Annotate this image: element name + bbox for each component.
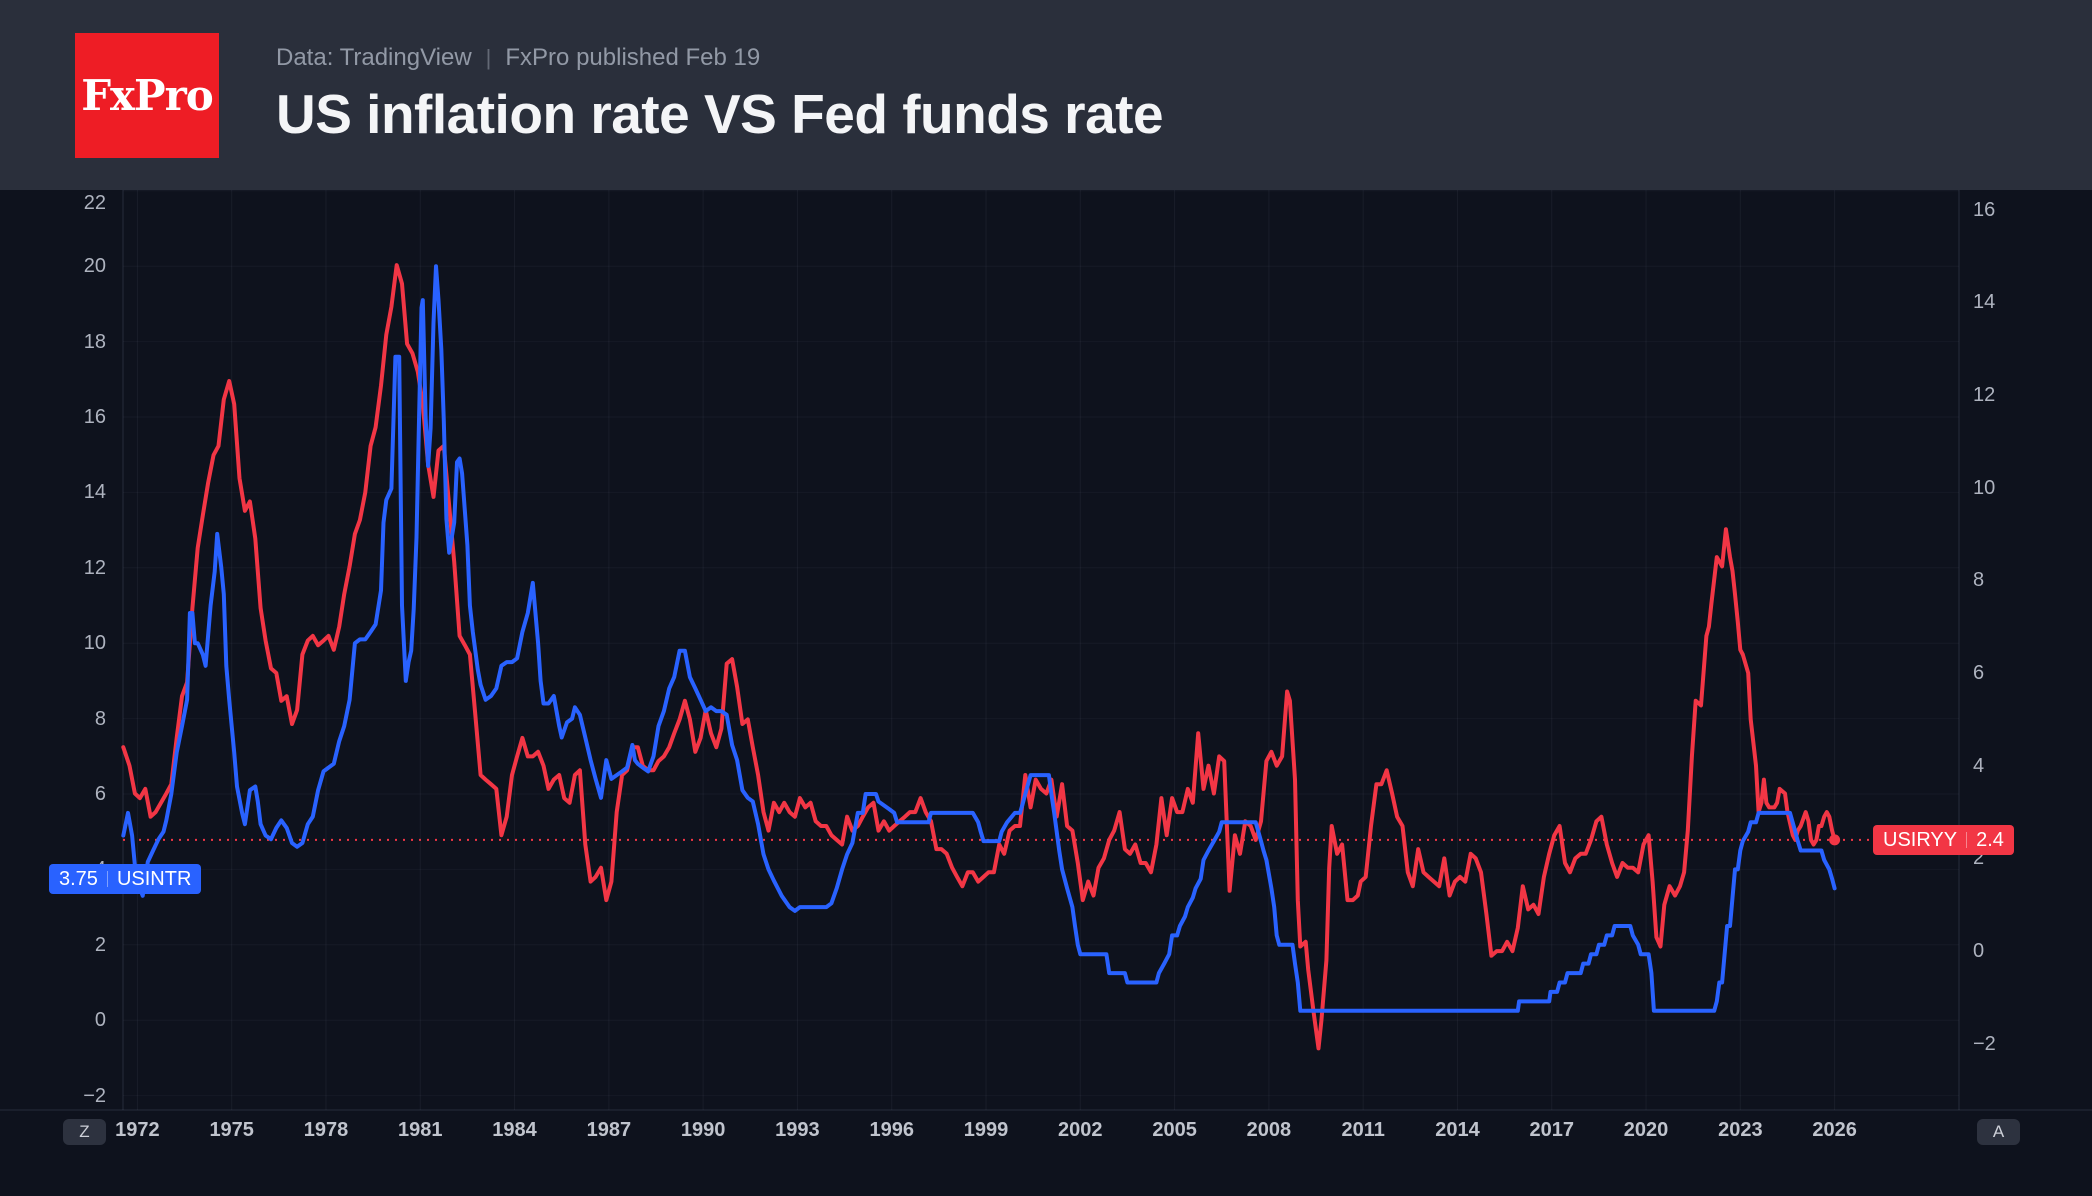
time-axis[interactable]: 1972 1975 1978 1981 1984 1987 1990 1993 1996 1999…: [0, 1110, 2092, 1196]
time-axis-tick: 1999: [963, 1119, 1009, 1141]
published-label: FxPro published Feb 19: [505, 43, 761, 71]
data-source-label: Data: TradingView: [276, 43, 472, 71]
usiryy-last-point: [1829, 834, 1841, 846]
left-axis-tick: 20: [83, 255, 106, 278]
right-axis-tick: 12: [1973, 383, 1996, 406]
left-axis-tick: 2: [94, 933, 106, 956]
badge-divider: [106, 870, 108, 887]
time-axis-tick: 2005: [1152, 1119, 1197, 1141]
time-axis-tick: 1993: [775, 1119, 820, 1141]
left-axis-tick: 18: [83, 330, 106, 353]
page-title: US inflation rate VS Fed funds rate: [276, 82, 1164, 145]
fxpro-logo-text: FxPro: [81, 70, 214, 120]
time-axis-tick: 1981: [398, 1119, 443, 1141]
usiryy-last-value: 2.4: [1976, 828, 2004, 851]
time-axis-tick: 2014: [1435, 1119, 1480, 1141]
time-axis-tick: 2011: [1341, 1119, 1385, 1141]
time-axis-tick: 2002: [1058, 1119, 1103, 1141]
header: FxPro Data: TradingView | FxPro publishe…: [0, 0, 2092, 190]
auto-scale-button[interactable]: A: [1977, 1119, 2020, 1145]
right-axis-tick: 16: [1973, 198, 1996, 221]
time-axis-tick: 1978: [303, 1119, 349, 1141]
fxpro-logo: FxPro: [75, 32, 219, 158]
right-axis-tick: −2: [1973, 1032, 1996, 1055]
usintr-line[interactable]: [121, 264, 1837, 1013]
right-axis-tick: 4: [1973, 754, 1985, 777]
usintr-last-value: 3.75: [59, 867, 98, 890]
left-axis-tick: −2: [83, 1084, 106, 1107]
left-axis-tick: 22: [83, 192, 106, 214]
time-axis-tick: 2017: [1529, 1119, 1575, 1141]
usintr-symbol-label: USINTR: [116, 867, 192, 890]
right-axis-tick: 0: [1973, 940, 1985, 963]
left-axis-tick: 16: [83, 406, 106, 428]
header-text: Data: TradingView | FxPro published Feb …: [276, 43, 1164, 145]
badge-divider: [1966, 831, 1968, 848]
time-axis-tick: 1975: [209, 1119, 254, 1141]
left-axis-tick: 0: [94, 1009, 106, 1032]
left-axis-tick: 12: [83, 556, 106, 579]
right-axis-tick: 8: [1973, 569, 1985, 592]
left-axis-tick: 10: [83, 632, 106, 655]
usiryy-price-badge: USIRYY 2.4: [1873, 824, 2014, 855]
time-axis-tick: 2023: [1718, 1119, 1763, 1141]
plot-svg[interactable]: [0, 190, 2092, 1196]
timezone-button[interactable]: Z: [63, 1119, 106, 1145]
left-axis-tick: 8: [94, 707, 106, 730]
usintr-price-badge: 3.75 USINTR: [49, 863, 202, 894]
time-axis-tick: 2020: [1623, 1119, 1669, 1141]
right-axis-tick: 6: [1973, 662, 1985, 684]
time-axis-tick: 1996: [869, 1119, 914, 1141]
left-axis-tick: 6: [94, 783, 106, 805]
time-axis-tick: 2008: [1246, 1119, 1292, 1141]
source-line: Data: TradingView | FxPro published Feb …: [276, 43, 1163, 71]
right-axis-tick: 2: [1973, 847, 1985, 870]
time-axis-tick: 1972: [115, 1119, 160, 1141]
time-axis-tick: 1987: [586, 1119, 632, 1141]
left-price-axis[interactable]: 2220181614121086420−2: [0, 190, 123, 1110]
time-axis-tick: 1984: [492, 1119, 537, 1141]
usiryy-symbol-label: USIRYY: [1883, 828, 1958, 851]
right-axis-tick: 14: [1973, 291, 1996, 314]
time-axis-tick: 2026: [1812, 1119, 1857, 1141]
usiryy-line[interactable]: [121, 263, 1837, 1051]
right-price-axis[interactable]: 16 14 12 10 8 6 4 2 0 −2: [1959, 190, 2092, 1110]
left-axis-tick: 14: [83, 481, 106, 504]
source-divider: |: [485, 44, 492, 70]
right-axis-tick: 10: [1973, 476, 1996, 499]
time-axis-tick: 1990: [680, 1119, 726, 1141]
